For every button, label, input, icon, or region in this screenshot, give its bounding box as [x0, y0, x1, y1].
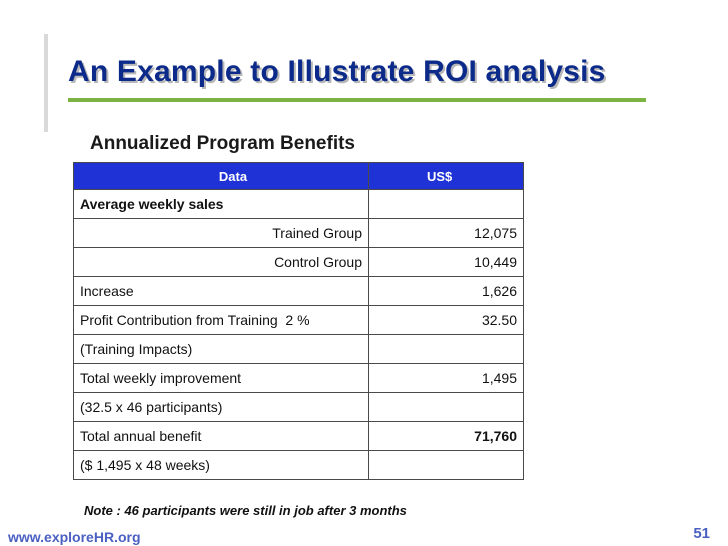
row-label: Average weekly sales	[73, 189, 369, 219]
row-value	[368, 450, 524, 480]
decorative-left-rule	[44, 34, 48, 132]
row-value	[368, 189, 524, 219]
row-label: Trained Group	[73, 218, 369, 248]
page-number: 51	[693, 525, 710, 542]
header-usd: US$	[368, 162, 524, 190]
header-data: Data	[73, 162, 369, 190]
row-label: Profit Contribution from Training 2 %	[73, 305, 369, 335]
table-caption: Annualized Program Benefits	[90, 133, 355, 154]
row-value: 12,075	[368, 218, 524, 248]
table-row: Profit Contribution from Training 2 % 32…	[73, 305, 524, 335]
table-row: (32.5 x 46 participants)	[73, 392, 524, 422]
table-row: ($ 1,495 x 48 weeks)	[73, 450, 524, 480]
table-row: Increase 1,626	[73, 276, 524, 306]
footnote: Note : 46 participants were still in job…	[84, 503, 407, 518]
row-value: 1,495	[368, 363, 524, 393]
row-value	[368, 334, 524, 364]
row-value: 1,626	[368, 276, 524, 306]
slide-title: An Example to Illustrate ROI analysis	[68, 55, 606, 88]
table-row: (Training Impacts)	[73, 334, 524, 364]
row-value	[368, 392, 524, 422]
row-value: 10,449	[368, 247, 524, 277]
row-value: 71,760	[368, 421, 524, 451]
footer-link[interactable]: www.exploreHR.org	[8, 529, 141, 545]
table-row: Trained Group 12,075	[73, 218, 524, 248]
row-label: Increase	[73, 276, 369, 306]
row-label: Total weekly improvement	[73, 363, 369, 393]
row-label: Total annual benefit	[73, 421, 369, 451]
row-label: Control Group	[73, 247, 369, 277]
row-label: (32.5 x 46 participants)	[73, 392, 369, 422]
table-row: Total weekly improvement 1,495	[73, 363, 524, 393]
row-label: ($ 1,495 x 48 weeks)	[73, 450, 369, 480]
row-label: (Training Impacts)	[73, 334, 369, 364]
table-row: Total annual benefit 71,760	[73, 421, 524, 451]
table-row: Control Group 10,449	[73, 247, 524, 277]
title-underline	[68, 98, 646, 102]
table-row: Average weekly sales	[73, 189, 524, 219]
roi-table: Data US$ Average weekly sales Trained Gr…	[73, 162, 524, 480]
table-header-row: Data US$	[73, 162, 524, 190]
row-value: 32.50	[368, 305, 524, 335]
